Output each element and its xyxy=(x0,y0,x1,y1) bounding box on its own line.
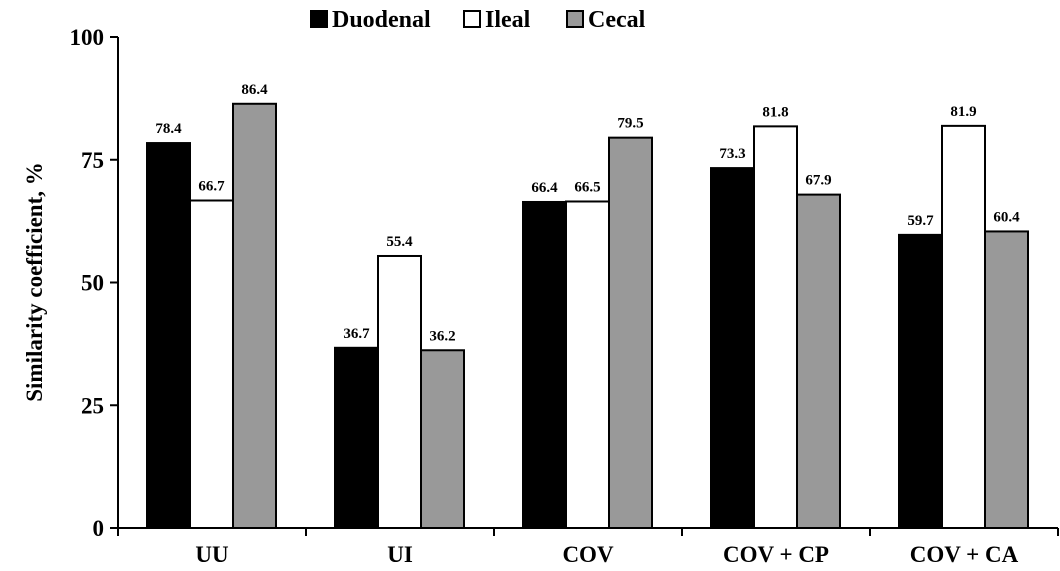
bar-cecal xyxy=(420,349,465,529)
data-label: 78.4 xyxy=(155,121,182,137)
y-tick-label: 25 xyxy=(81,393,104,418)
x-tick-label: COV + CP xyxy=(723,542,829,567)
bar-cecal xyxy=(984,230,1029,529)
y-tick-label: 100 xyxy=(70,25,105,50)
data-label: 66.5 xyxy=(574,179,600,195)
x-tick-label: UU xyxy=(195,542,229,567)
legend: Duodenal Ileal Cecal xyxy=(310,7,646,33)
y-tick-label: 50 xyxy=(81,271,104,296)
data-label: 36.7 xyxy=(343,326,370,342)
bar-ileal xyxy=(377,254,422,529)
data-label: 67.9 xyxy=(805,173,831,189)
data-label: 81.9 xyxy=(950,104,976,120)
data-label: 66.4 xyxy=(531,180,558,196)
data-label: 81.8 xyxy=(762,104,788,120)
y-tick-label: 0 xyxy=(93,516,105,541)
bar-duodenal xyxy=(146,142,191,529)
legend-label-cecal: Cecal xyxy=(588,7,646,33)
data-label: 60.4 xyxy=(993,209,1020,225)
bar-ileal xyxy=(941,124,986,529)
legend-swatch-duodenal xyxy=(310,10,328,28)
x-tick-label: COV xyxy=(562,542,614,567)
bars xyxy=(146,102,1029,530)
y-axis: 0 25 50 75 100 xyxy=(70,25,119,541)
bar-ileal xyxy=(753,125,798,529)
x-axis: UU UI COV COV + CP COV + CA xyxy=(117,527,1059,567)
legend-label-ileal: Ileal xyxy=(485,7,531,33)
bar-duodenal xyxy=(710,167,755,530)
data-label: 79.5 xyxy=(617,116,643,132)
bar-cecal xyxy=(608,136,653,529)
bar-duodenal xyxy=(898,233,943,530)
data-label: 36.2 xyxy=(429,328,455,344)
bar-ileal xyxy=(565,200,610,530)
data-label: 86.4 xyxy=(241,82,268,98)
data-label: 66.7 xyxy=(198,179,225,195)
y-tick-label: 75 xyxy=(81,148,104,173)
data-label: 59.7 xyxy=(907,213,934,229)
bar-duodenal xyxy=(334,346,379,530)
legend-swatch-cecal xyxy=(566,10,584,28)
y-axis-title: Similarity coefficient, % xyxy=(22,162,47,402)
x-tick-label: COV + CA xyxy=(910,542,1019,567)
data-labels: 78.4 66.7 86.4 36.7 55.4 36.2 66.4 66.5 79.5 73.3… xyxy=(155,82,1020,344)
bar-cecal xyxy=(232,102,277,529)
bar-ileal xyxy=(189,199,234,530)
data-label: 73.3 xyxy=(719,146,745,162)
legend-label-duodenal: Duodenal xyxy=(332,7,431,33)
data-label: 55.4 xyxy=(386,234,413,250)
x-tick-label: UI xyxy=(387,542,413,567)
bar-cecal xyxy=(796,193,841,529)
legend-swatch-ileal xyxy=(463,10,481,28)
bar-duodenal xyxy=(522,200,567,529)
